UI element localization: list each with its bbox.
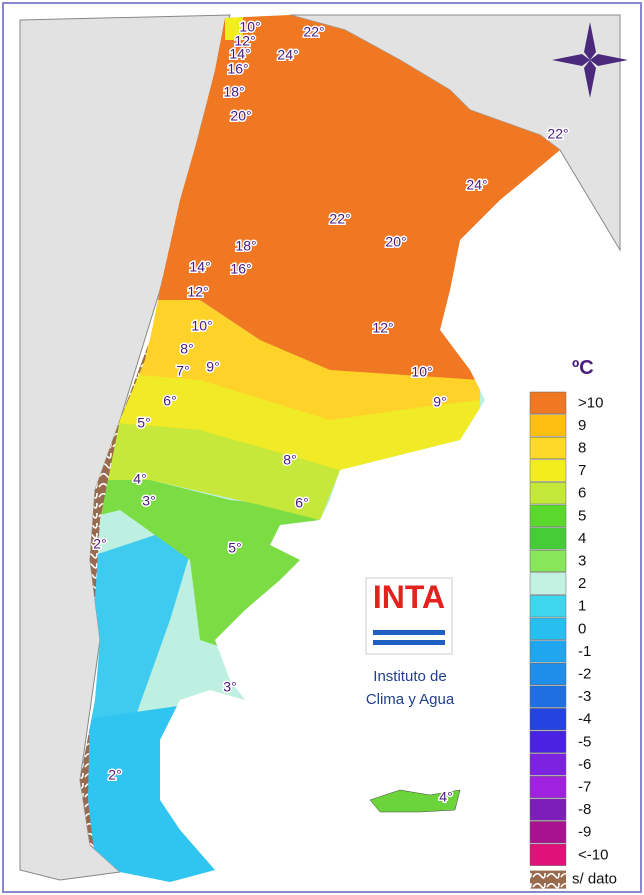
legend-swatch — [529, 640, 567, 663]
isotherm-label: 3° — [142, 493, 155, 509]
isotherm-label: 22° — [303, 24, 324, 40]
legend-swatch — [529, 617, 567, 640]
legend-label: s/ dato — [572, 871, 617, 888]
logo-caption: Instituto de — [373, 668, 446, 685]
legend-swatch — [529, 595, 567, 618]
isotherm-label: 20° — [230, 108, 251, 124]
isotherm-label: 14° — [189, 259, 210, 275]
legend-label: 9 — [578, 417, 586, 434]
legend-label: 1 — [578, 598, 586, 615]
isotherm-label: 5° — [228, 540, 241, 556]
isotherm-label: 24° — [277, 47, 298, 63]
legend-title: ºC — [572, 357, 594, 379]
isotherm-label: 24° — [466, 177, 487, 193]
logo-caption: Clima y Agua — [366, 691, 455, 708]
legend-swatch — [529, 436, 567, 460]
legend-label: 2 — [578, 575, 586, 592]
legend-swatch — [529, 459, 567, 482]
isotherm-label: 3° — [223, 679, 236, 695]
legend-swatch — [529, 504, 567, 527]
legend-label: -1 — [578, 643, 591, 660]
legend-label: 3 — [578, 552, 586, 569]
compass — [552, 22, 628, 98]
legend-swatch — [529, 798, 567, 821]
legend-swatch — [529, 708, 567, 731]
legend-swatch — [529, 549, 567, 573]
isotherm-label: 10° — [411, 364, 432, 380]
legend-swatch — [529, 482, 567, 505]
legend-label: -7 — [578, 778, 591, 795]
legend-swatch — [529, 843, 567, 866]
isotherm-label: 12° — [234, 33, 255, 49]
legend-swatch — [529, 685, 567, 708]
isotherm-label: 10° — [239, 19, 260, 35]
isotherm-label: 7° — [176, 363, 189, 379]
isotherm-label: 22° — [329, 211, 350, 227]
isotherm-label: 2° — [108, 767, 121, 783]
logo-text: INTA — [373, 579, 445, 615]
isotherm-label: 9° — [206, 359, 219, 375]
legend-label: <-10 — [578, 846, 608, 863]
legend-swatch — [529, 821, 567, 844]
isotherm-label: 18° — [223, 84, 244, 100]
isotherm-label: 6° — [163, 393, 176, 409]
legend-label: 8 — [578, 439, 586, 456]
legend-swatch — [529, 572, 567, 595]
logo-bar — [373, 630, 445, 635]
legend-label: 4 — [578, 530, 586, 547]
isotherm-label: 4° — [133, 471, 146, 487]
isotherm-label: 12° — [187, 284, 208, 300]
isotherm-label: 9° — [433, 394, 446, 410]
legend-swatch — [529, 775, 567, 799]
legend-swatch — [529, 730, 567, 753]
islands — [369, 789, 461, 813]
legend-label: -6 — [578, 756, 591, 773]
legend-label: -9 — [578, 824, 591, 841]
isotherm-label: 12° — [372, 320, 393, 336]
legend-label: -5 — [578, 733, 591, 750]
isotherm-label: 4° — [439, 789, 452, 805]
isotherm-label: 20° — [385, 234, 406, 250]
legend-label: -4 — [578, 711, 591, 728]
legend-swatch — [529, 391, 567, 414]
legend-swatch — [529, 414, 567, 437]
isotherm-label: 14° — [229, 46, 250, 62]
legend-label: 7 — [578, 462, 586, 479]
isotherm-label: 10° — [191, 318, 212, 334]
legend-label: 0 — [578, 620, 586, 637]
isotherm-label: 22° — [547, 126, 568, 142]
isotherm-label: 6° — [295, 495, 308, 511]
logo-bar — [373, 640, 445, 645]
legend-label: -2 — [578, 665, 591, 682]
legend-label: -3 — [578, 688, 591, 705]
legend-label: 6 — [578, 485, 586, 502]
isotherm-label: 5° — [137, 415, 150, 431]
isotherm-label: 18° — [235, 238, 256, 254]
isotherm-label: 16° — [230, 261, 251, 277]
isotherm-label: 16° — [227, 61, 248, 77]
legend-label: 5 — [578, 507, 586, 524]
legend-label: -8 — [578, 801, 591, 818]
legend-swatch — [530, 870, 566, 889]
isotherm-label: 8° — [283, 452, 296, 468]
legend-swatch — [529, 527, 567, 550]
isotherm-label: 8° — [180, 341, 193, 357]
isotherm-label: 2° — [93, 536, 106, 552]
legend-swatch — [529, 753, 567, 776]
legend-label: >10 — [578, 394, 603, 411]
legend-swatch — [529, 662, 567, 686]
